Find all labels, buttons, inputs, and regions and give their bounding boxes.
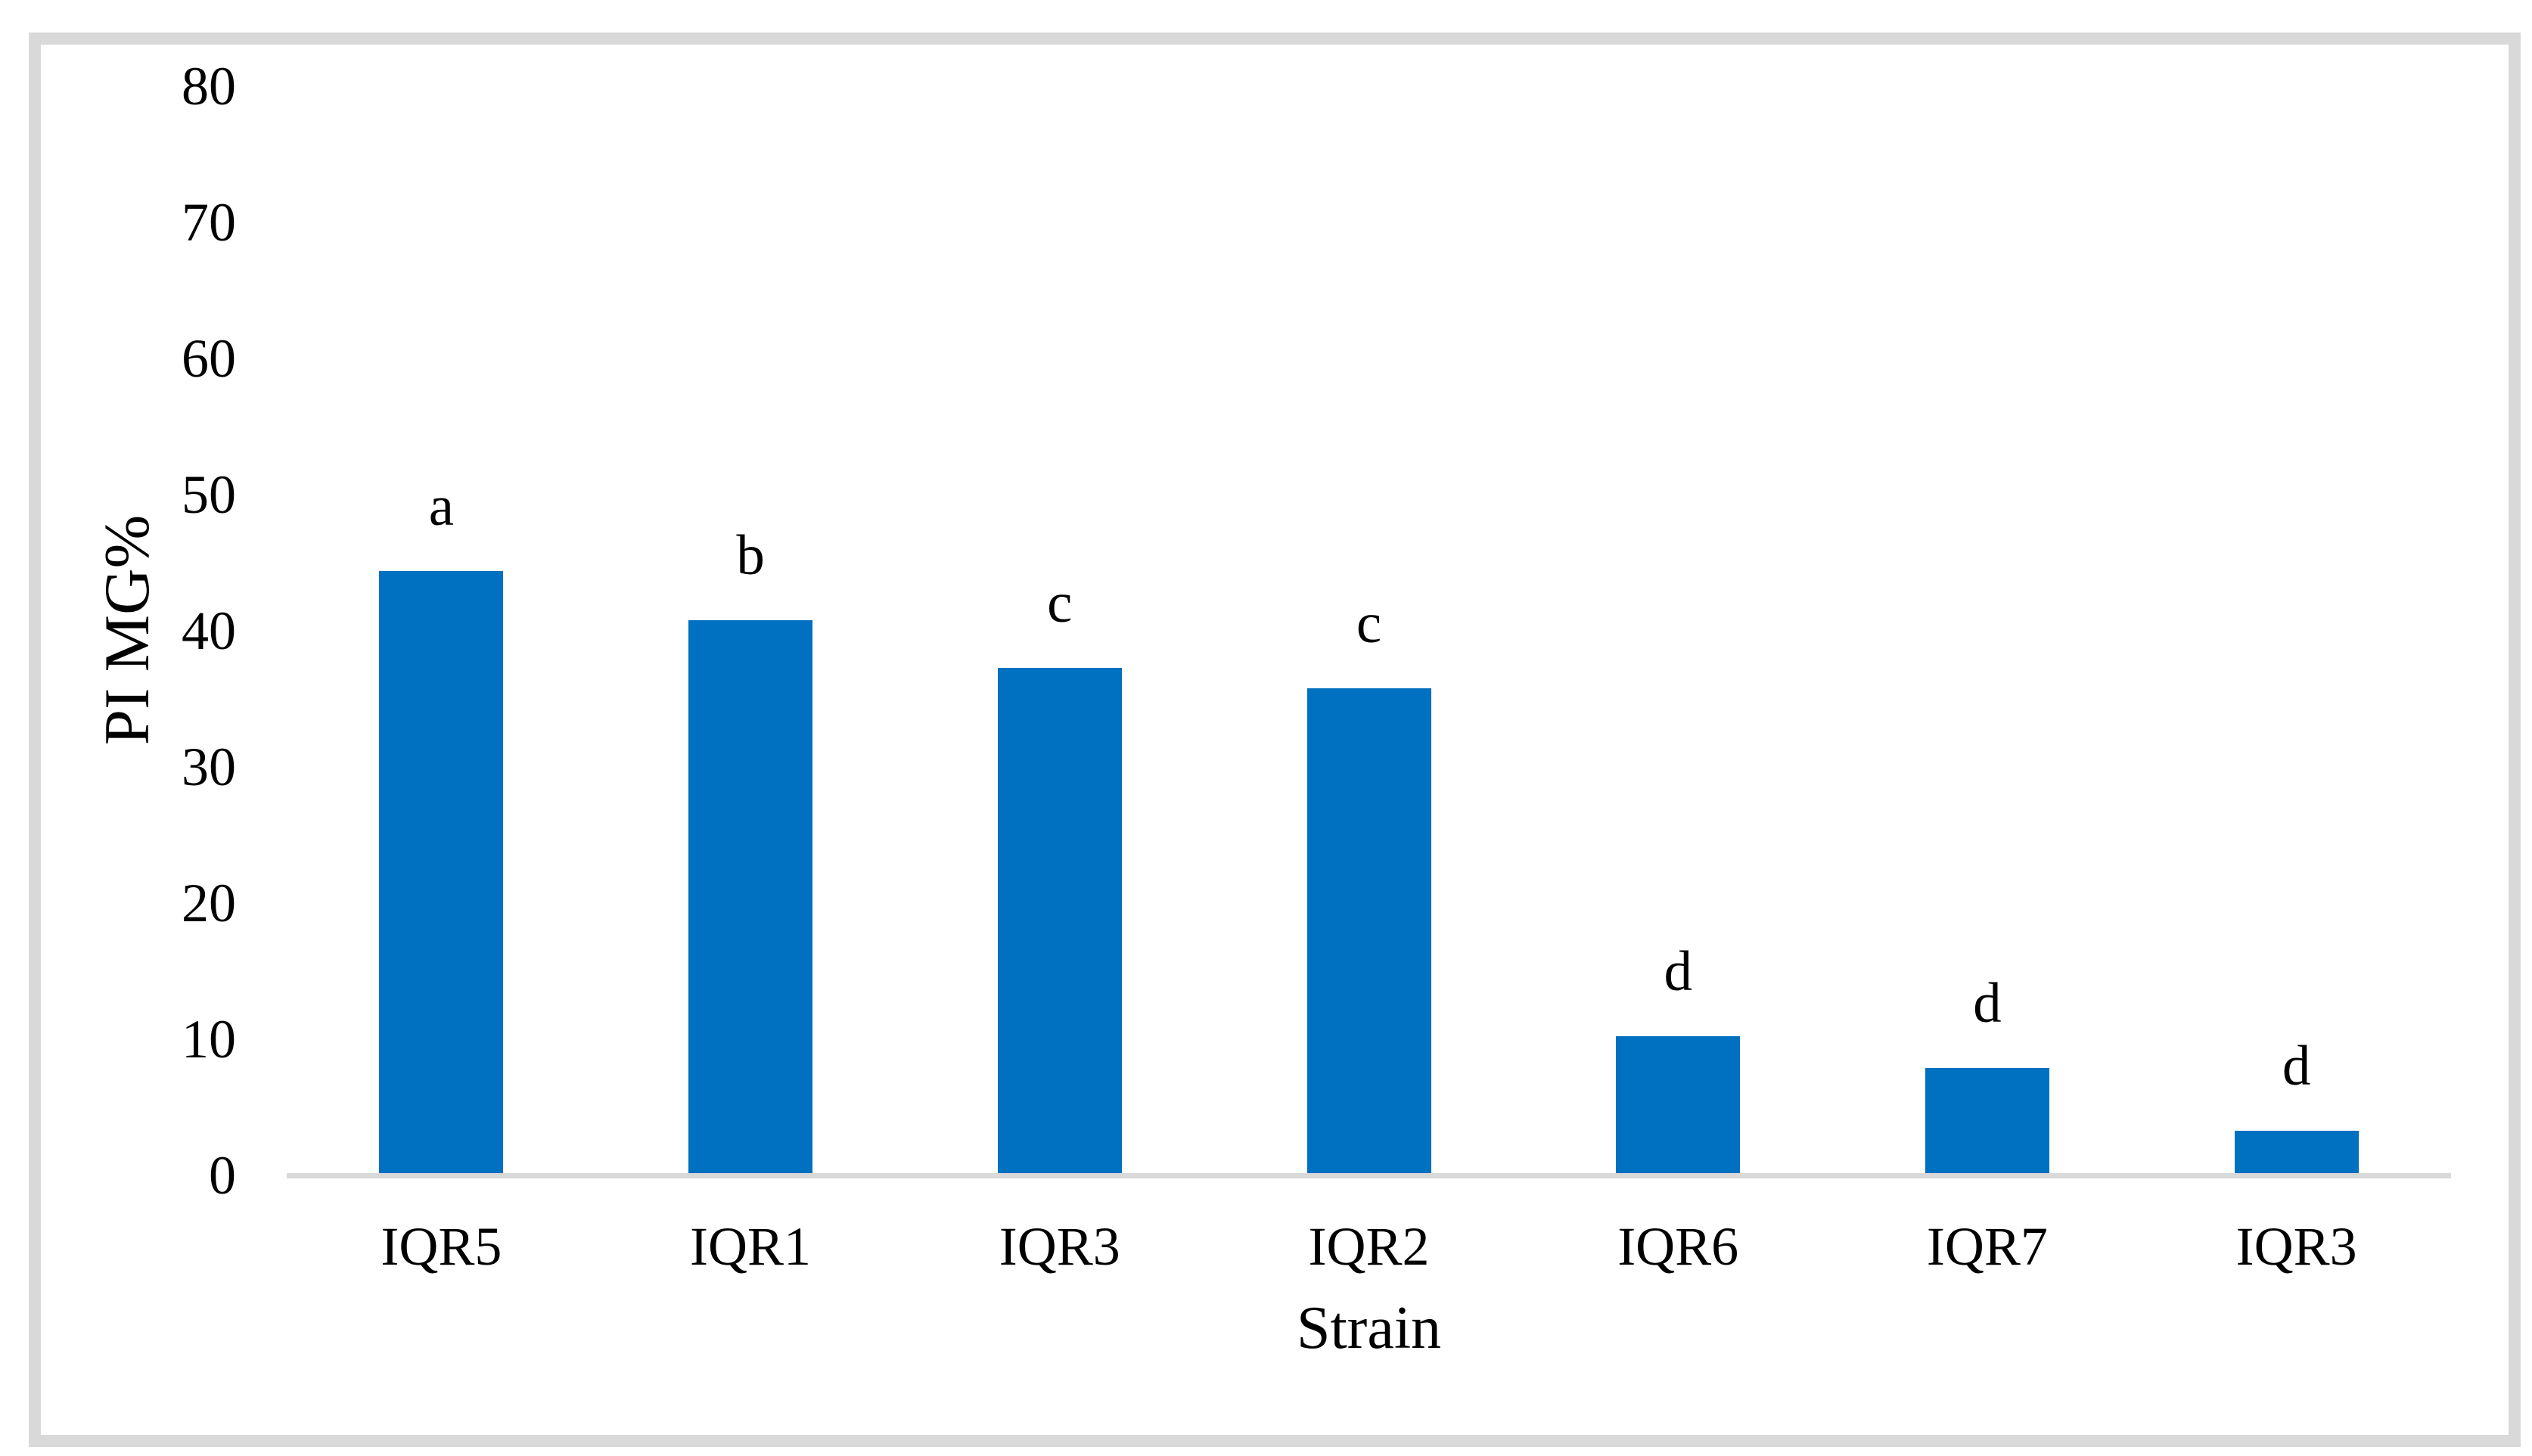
bar-iqr2-3 xyxy=(1306,688,1431,1175)
y-tick-label: 10 xyxy=(182,1009,236,1069)
bar-iqr7-5 xyxy=(1925,1067,2049,1175)
x-tick-label: IQR7 xyxy=(1926,1216,2048,1277)
bar-iqr6-4 xyxy=(1616,1036,1741,1175)
bar-iqr5-0 xyxy=(379,570,504,1175)
y-tick-label: 0 xyxy=(209,1145,236,1206)
bar-annotation-letter: d xyxy=(2282,1034,2311,1097)
bar-annotation-letter: c xyxy=(1356,591,1382,655)
y-tick-label: 50 xyxy=(182,464,236,525)
x-axis-line xyxy=(287,1173,2451,1178)
x-tick-label: IQR6 xyxy=(1617,1216,1739,1277)
x-tick-label: IQR1 xyxy=(690,1216,812,1277)
x-tick-label: IQR3 xyxy=(999,1216,1120,1277)
bar-annotation-letter: d xyxy=(1664,940,1692,1004)
bar-annotation-letter: d xyxy=(1973,971,2002,1035)
bar-iqr3-2 xyxy=(997,667,1122,1175)
bar-annotation-letter: b xyxy=(736,523,765,587)
y-tick-label: 20 xyxy=(182,873,236,933)
bar-annotation-letter: c xyxy=(1047,571,1073,635)
x-tick-label: IQR2 xyxy=(1308,1216,1430,1277)
x-tick-label: IQR5 xyxy=(381,1216,502,1277)
x-tick-label: IQR3 xyxy=(2235,1216,2357,1277)
bar-iqr1-1 xyxy=(688,619,813,1175)
y-tick-label: 60 xyxy=(182,328,236,389)
bar-annotation-letter: a xyxy=(428,474,454,538)
y-tick-label: 70 xyxy=(182,192,236,253)
bar-iqr3-6 xyxy=(2234,1130,2359,1175)
y-tick-label: 30 xyxy=(182,737,236,797)
y-tick-label: 40 xyxy=(182,601,236,661)
plot-area: a b c c d d d xyxy=(287,86,2451,1175)
figure-border xyxy=(29,33,2521,1447)
x-axis-title: Strain xyxy=(1296,1295,1442,1361)
y-tick-label: 80 xyxy=(182,56,236,116)
